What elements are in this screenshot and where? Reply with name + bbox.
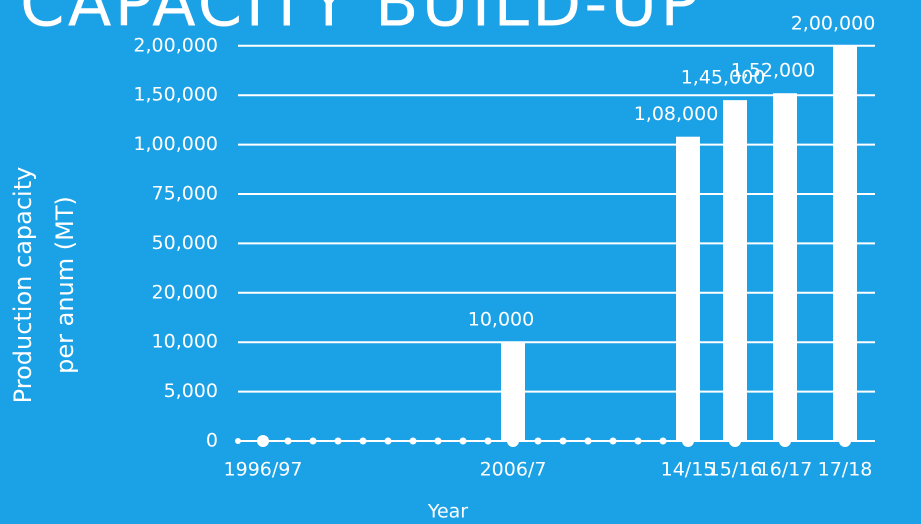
axis-dot [310,438,317,445]
y-tick-label: 20,000 [152,281,218,303]
axis-dot [485,438,492,445]
y-tick-label: 1,50,000 [133,84,218,106]
axis-dot [335,438,342,445]
axis-dot [610,438,617,445]
x-tick-label: 16/17 [758,459,813,481]
bar [676,137,700,441]
y-axis-label-line: per anum (MT) [51,196,79,374]
page: CAPACITY BUILD-UP Year Production capaci… [0,0,921,524]
axis-dot [257,435,269,447]
value-label: 10,000 [468,309,534,331]
bar [501,342,525,441]
axis-dot [535,438,542,445]
axis-dot [435,438,442,445]
bar [773,93,797,441]
axis-dot [585,438,592,445]
x-tick-label: 17/18 [818,459,873,481]
axis-dot [560,438,567,445]
y-tick-label: 2,00,000 [133,34,218,56]
x-tick-label: 2006/7 [480,459,547,481]
axis-dot [385,438,392,445]
axis-dot [410,438,417,445]
y-axis-label-line: Production capacity [9,167,37,404]
axis-dot [460,438,467,445]
bar [833,46,857,441]
value-label: 1,52,000 [731,60,816,82]
y-tick-label: 75,000 [152,183,218,205]
axis-dot [635,438,642,445]
axis-dot [660,438,667,445]
y-tick-label: 5,000 [164,380,218,402]
bar [723,100,747,441]
value-label: 2,00,000 [791,12,876,34]
y-tick-label: 10,000 [152,331,218,353]
x-tick-label: 1996/97 [224,459,303,481]
chart-title: CAPACITY BUILD-UP [20,0,702,42]
y-tick-label: 0 [206,430,218,452]
y-tick-label: 1,00,000 [133,133,218,155]
chart: CAPACITY BUILD-UP Year Production capaci… [0,0,921,524]
value-label: 1,08,000 [634,103,719,125]
x-axis-label: Year [427,501,468,523]
x-tick-label: 15/16 [708,459,763,481]
axis-dot [360,438,367,445]
y-tick-label: 50,000 [152,232,218,254]
axis-dot [285,438,292,445]
